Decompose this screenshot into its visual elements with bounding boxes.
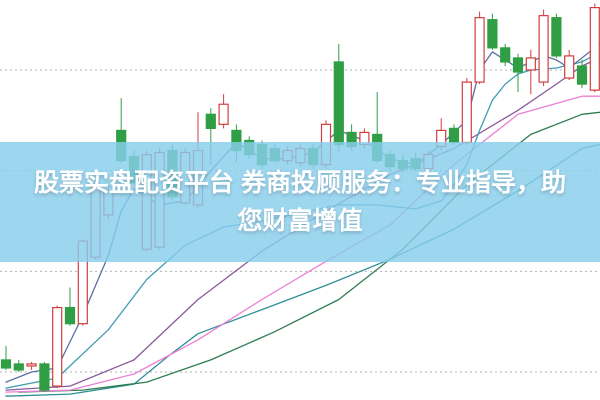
banner-title-line1: 股票实盘配资平台 券商投顾服务：专业指导，助	[34, 169, 566, 197]
banner-title-line2: 您财富增值	[237, 207, 363, 235]
promo-banner: 股票实盘配资平台 券商投顾服务：专业指导，助 您财富增值	[0, 142, 600, 262]
